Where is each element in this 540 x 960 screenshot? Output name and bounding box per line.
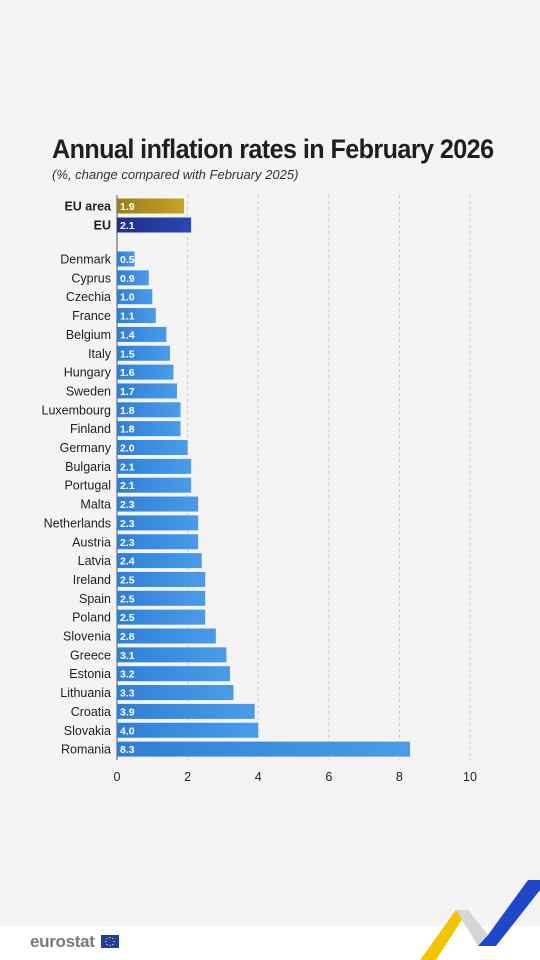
eu-flag-icon [101, 935, 119, 948]
data-label: 2.1 [120, 480, 135, 492]
data-label: 2.0 [120, 443, 135, 455]
category-label: Lithuania [60, 686, 111, 700]
category-label: Spain [79, 592, 111, 606]
category-label: Ireland [73, 573, 111, 587]
category-label: Czechia [66, 290, 111, 304]
data-label: 1.9 [120, 201, 135, 213]
bar-france [117, 308, 156, 324]
category-label: Slovenia [63, 630, 111, 644]
bar-sweden [117, 383, 178, 399]
category-label: Romania [61, 743, 111, 757]
bar-eu-area [117, 198, 185, 214]
data-label: 2.3 [120, 518, 135, 530]
chart-subtitle: (%, change compared with February 2025) [52, 167, 299, 182]
eurostat-logo-text: eurostat [30, 932, 95, 951]
data-label: 2.4 [120, 556, 135, 568]
category-label: Poland [72, 611, 111, 625]
bar-slovenia [117, 628, 216, 644]
data-label: 1.1 [120, 311, 135, 323]
x-tick-label: 6 [325, 770, 332, 784]
brand-swoosh-icon [420, 880, 540, 960]
bar-estonia [117, 666, 230, 682]
bar-latvia [117, 553, 202, 569]
bar-finland [117, 421, 181, 437]
category-label: Malta [80, 498, 111, 512]
bar-slovakia [117, 722, 259, 738]
bar-italy [117, 345, 170, 361]
data-label: 8.3 [120, 744, 135, 756]
data-label: 0.5 [120, 254, 135, 266]
bar-denmark [117, 251, 135, 267]
category-label: Finland [70, 422, 111, 436]
bar-hungary [117, 364, 174, 380]
data-label: 1.6 [120, 367, 135, 379]
category-label: Hungary [64, 366, 112, 380]
data-label: 2.8 [120, 631, 135, 643]
data-label: 3.9 [120, 706, 135, 718]
category-label: Slovakia [64, 724, 111, 738]
bar-eu [117, 217, 192, 233]
category-label: Belgium [66, 328, 111, 342]
category-label: EU [94, 219, 111, 233]
category-label: France [72, 309, 111, 323]
bar-greece [117, 647, 227, 663]
category-label: Bulgaria [65, 460, 111, 474]
bar-romania [117, 741, 410, 757]
bar-cyprus [117, 270, 149, 286]
bar-netherlands [117, 515, 199, 531]
x-tick-label: 10 [463, 770, 477, 784]
bar-bulgaria [117, 458, 192, 474]
data-label: 3.2 [120, 669, 135, 681]
category-label: Austria [72, 535, 111, 549]
bar-poland [117, 609, 206, 625]
data-label: 2.5 [120, 612, 135, 624]
data-label: 2.5 [120, 574, 135, 586]
data-label: 1.8 [120, 405, 135, 417]
bar-spain [117, 590, 206, 606]
bar-portugal [117, 477, 192, 493]
category-label: Latvia [78, 554, 111, 568]
data-label: 2.5 [120, 593, 135, 605]
bar-malta [117, 496, 199, 512]
category-label: Croatia [71, 705, 111, 719]
data-label: 1.0 [120, 292, 135, 304]
bar-chart: EU area 1.9 EU 2.1 Denmark 0.5 Cyprus 0.9 Czechi… [42, 195, 477, 784]
data-label: 2.1 [120, 461, 135, 473]
category-label: Luxembourg [42, 403, 112, 417]
x-tick-label: 2 [184, 770, 191, 784]
category-label: Sweden [66, 384, 111, 398]
data-label: 3.3 [120, 688, 135, 700]
chart-title: Annual inflation rates in February 2026 [52, 134, 494, 164]
x-tick-label: 0 [114, 770, 121, 784]
bar-czechia [117, 289, 153, 305]
data-label: 1.5 [120, 348, 135, 360]
category-label: Germany [60, 441, 112, 455]
data-label: 2.3 [120, 499, 135, 511]
data-label: 0.9 [120, 273, 135, 285]
bar-belgium [117, 326, 167, 342]
category-label: Italy [88, 347, 112, 361]
data-label: 2.1 [120, 220, 135, 232]
bar-ireland [117, 571, 206, 587]
x-tick-label: 4 [255, 770, 262, 784]
bar-lithuania [117, 685, 234, 701]
bar-austria [117, 534, 199, 550]
category-label: Estonia [69, 667, 111, 681]
x-tick-label: 8 [396, 770, 403, 784]
data-label: 2.3 [120, 537, 135, 549]
category-label: EU area [64, 200, 112, 214]
bar-croatia [117, 703, 255, 719]
bar-luxembourg [117, 402, 181, 418]
data-label: 3.1 [120, 650, 135, 662]
category-label: Portugal [64, 479, 111, 493]
data-label: 1.8 [120, 424, 135, 436]
category-label: Denmark [60, 253, 111, 267]
category-label: Greece [70, 648, 111, 662]
bar-germany [117, 440, 188, 455]
data-label: 1.7 [120, 386, 135, 398]
data-label: 4.0 [120, 725, 135, 737]
category-label: Cyprus [71, 271, 111, 285]
category-label: Netherlands [44, 516, 111, 530]
data-label: 1.4 [120, 329, 135, 341]
